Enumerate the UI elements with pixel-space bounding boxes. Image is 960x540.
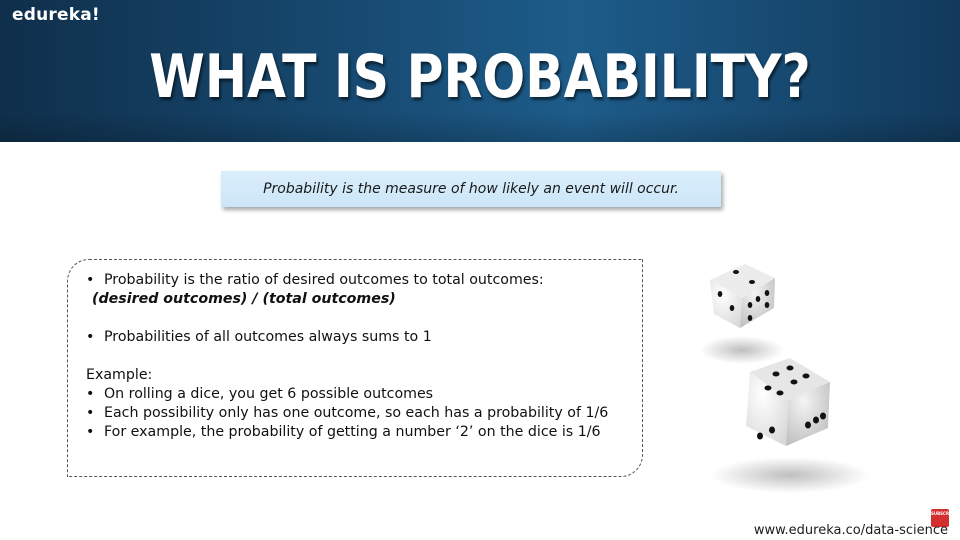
content-panel: • Probability is the ratio of desired ou… — [67, 259, 643, 477]
point-ratio: Probability is the ratio of desired outc… — [104, 272, 544, 288]
list-item: • For example, the probability of gettin… — [86, 423, 608, 442]
definition-text: Probability is the measure of how likely… — [263, 181, 679, 197]
page-title: WHAT IS PROBABILITY? — [149, 42, 811, 112]
example-item-1: On rolling a dice, you get 6 possible ou… — [104, 386, 434, 402]
bullet: • — [86, 329, 95, 345]
list-item: • On rolling a dice, you get 6 possible … — [86, 385, 608, 404]
bullet: • — [86, 272, 95, 288]
bullet: • — [86, 405, 95, 421]
footer-url[interactable]: www.edureka.co/data-science — [753, 523, 948, 538]
dice-icon — [746, 358, 830, 446]
dice-icon — [710, 264, 775, 328]
brand-logo: edureka! — [12, 5, 100, 25]
example-label: Example: — [86, 367, 153, 383]
formula-text: (desired outcomes) / (total outcomes) — [92, 291, 396, 307]
list-item: • Each possibility only has one outcome,… — [86, 404, 608, 423]
subscribe-badge[interactable]: SUBSCRIBE — [931, 509, 956, 527]
header-banner: edureka! WHAT IS PROBABILITY? — [0, 0, 960, 142]
list-item: • Probability is the ratio of desired ou… — [86, 271, 608, 290]
panel-content: • Probability is the ratio of desired ou… — [86, 271, 608, 442]
list-item: • Probabilities of all outcomes always s… — [86, 328, 608, 347]
dice-svg — [700, 264, 870, 493]
definition-box: Probability is the measure of how likely… — [221, 171, 721, 207]
spacer — [86, 347, 608, 366]
bullet: • — [86, 386, 95, 402]
spacer — [86, 309, 608, 328]
point-sum: Probabilities of all outcomes always sum… — [104, 329, 432, 345]
example-item-2: Each possibility only has one outcome, s… — [104, 405, 609, 421]
dice-illustration — [690, 250, 880, 500]
bullet: • — [86, 424, 95, 440]
example-item-3: For example, the probability of getting … — [104, 424, 601, 440]
